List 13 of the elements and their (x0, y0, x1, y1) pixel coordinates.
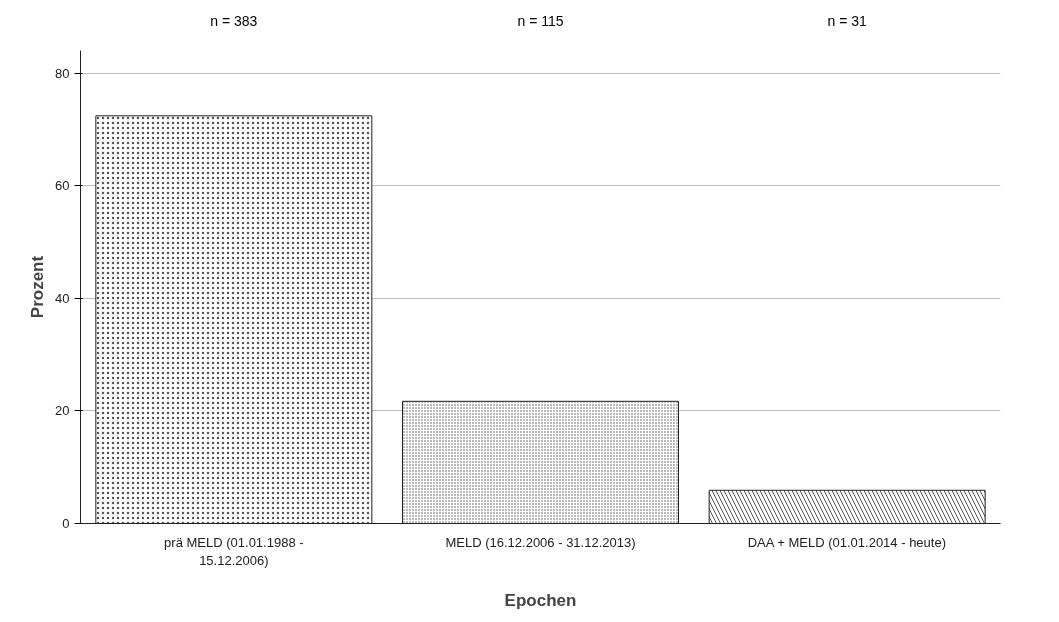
text: n = 383 (210, 12, 258, 29)
y-axis-title: Prozent (28, 255, 48, 319)
x-axis-title: Epochen (504, 590, 577, 610)
y-tick-label: 80 (55, 65, 70, 81)
y-tick-label: 0 (62, 516, 70, 531)
x-tick-label: MELD (16.12.2006 - 31.12.2013) (445, 534, 636, 550)
y-tick-label: 40 (55, 290, 70, 306)
x-tick-label: DAA + MELD (01.01.2014 - heute) (747, 534, 946, 550)
text: n = 115 (517, 12, 564, 29)
x-tick-label: prä MELD (01.01.1988 - 15.12.2006) (164, 534, 304, 568)
text: n = 31 (827, 12, 868, 29)
y-tick-label: 20 (55, 403, 70, 419)
y-tick-label: 60 (55, 178, 70, 194)
